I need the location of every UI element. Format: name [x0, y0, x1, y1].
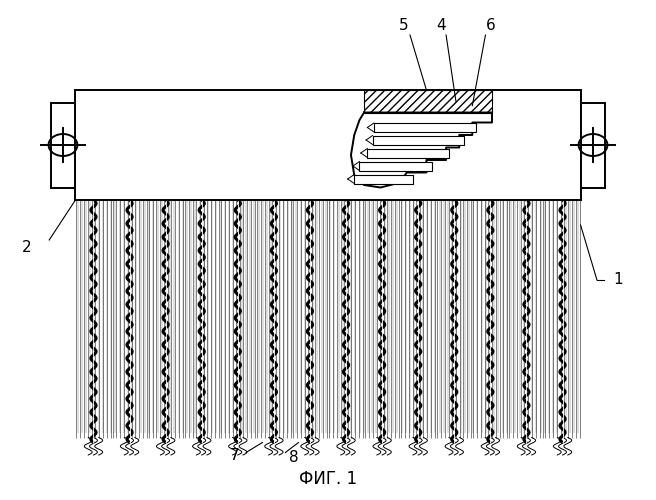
- Bar: [581, 102, 605, 188]
- Bar: [51, 102, 75, 188]
- Bar: [374, 123, 476, 132]
- Text: 8: 8: [289, 450, 298, 465]
- Bar: [75, 90, 581, 200]
- Text: ФИГ. 1: ФИГ. 1: [299, 470, 357, 488]
- Bar: [354, 174, 413, 184]
- Text: 5: 5: [399, 18, 408, 32]
- Bar: [364, 90, 492, 112]
- Bar: [373, 136, 464, 144]
- Text: 2: 2: [22, 240, 31, 255]
- Text: 6: 6: [486, 18, 495, 32]
- Polygon shape: [351, 112, 492, 188]
- Text: 7: 7: [230, 448, 239, 464]
- Text: 4: 4: [436, 18, 445, 32]
- Text: 1: 1: [613, 272, 623, 287]
- Bar: [367, 148, 449, 158]
- Bar: [359, 162, 432, 170]
